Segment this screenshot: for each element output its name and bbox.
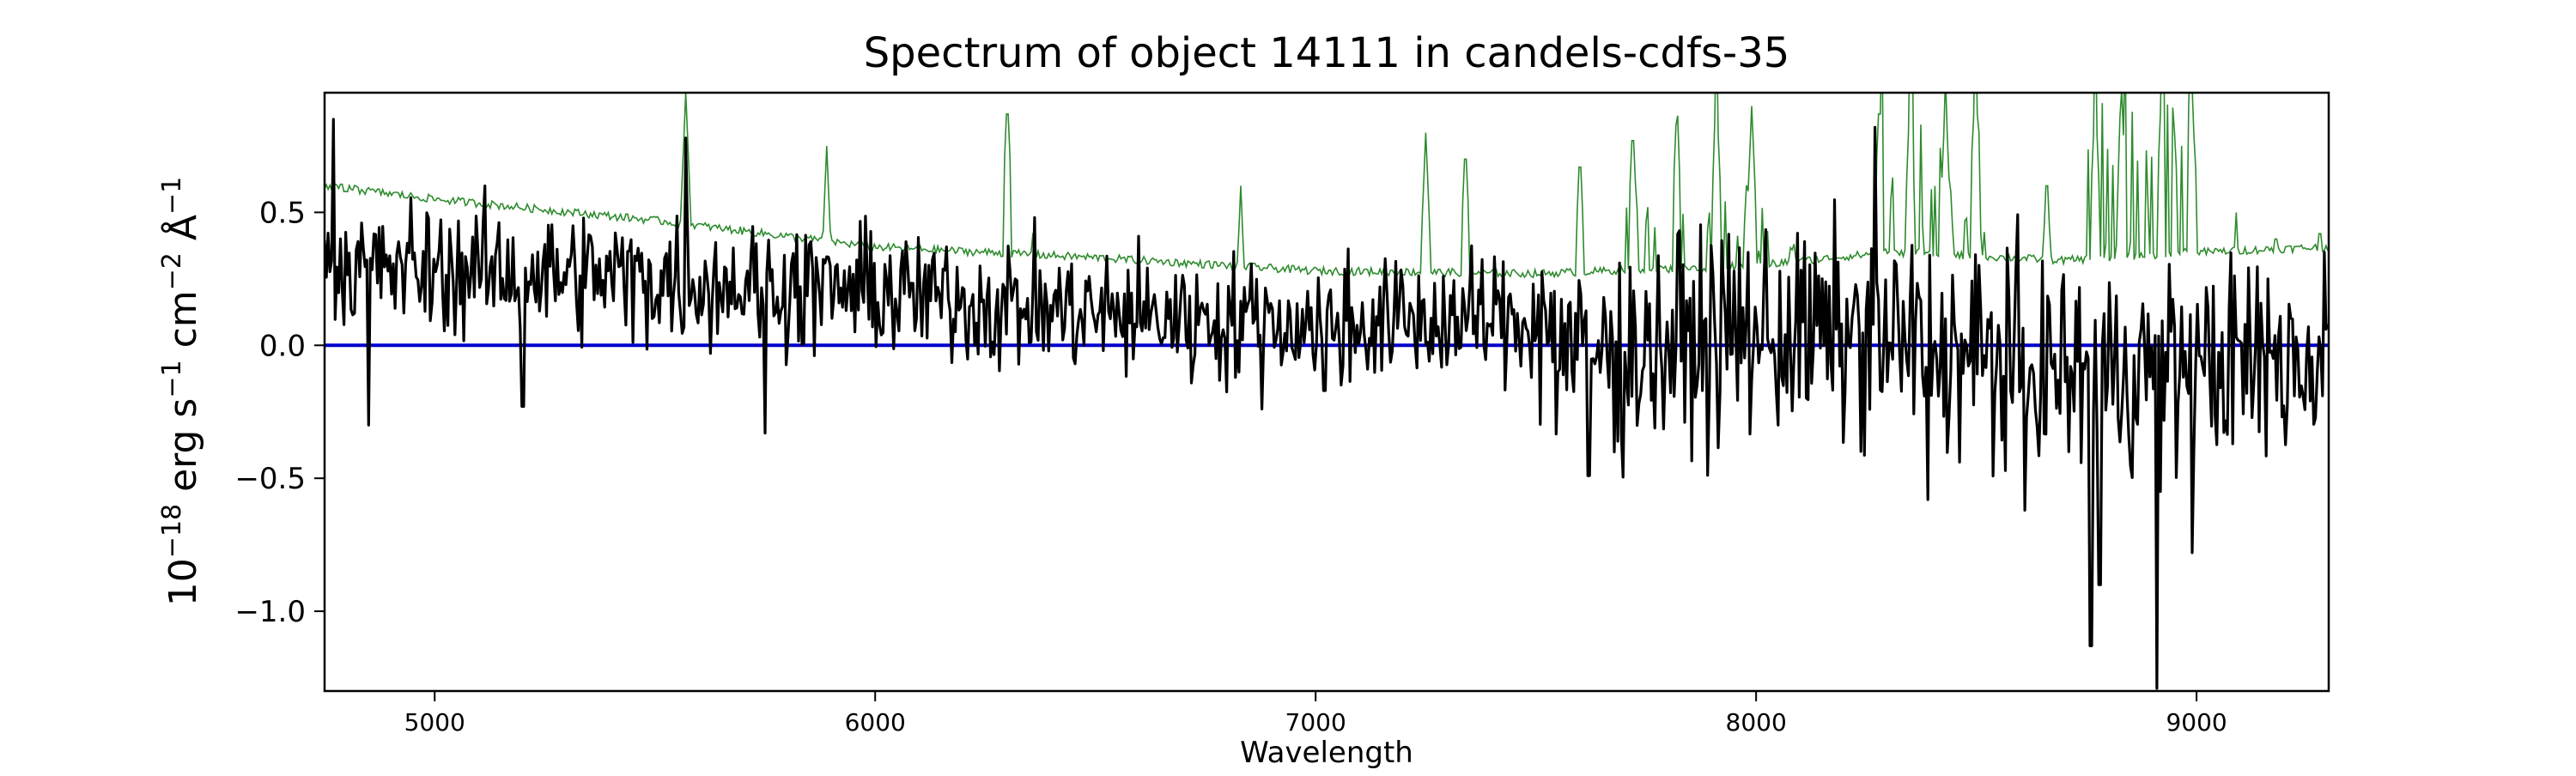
y-label-base: 10 xyxy=(161,558,205,606)
chart-title: Spectrum of object 14111 in candels-cdfs… xyxy=(864,29,1790,77)
y-label-unit-b: cm xyxy=(161,290,205,360)
y-label-exp4: −1 xyxy=(157,177,187,215)
y-tick-label: 0.0 xyxy=(259,329,306,363)
error-spectrum-line xyxy=(325,93,2329,279)
x-axis-label: Wavelength xyxy=(1240,736,1413,770)
y-label-exp1: −18 xyxy=(157,504,187,558)
x-tick-label: 6000 xyxy=(845,708,906,737)
plot-area-frame xyxy=(323,91,2330,693)
y-label-exp3: −2 xyxy=(157,252,187,290)
y-tick-label: −1.0 xyxy=(234,595,306,629)
x-tick-label: 7000 xyxy=(1285,708,1346,737)
x-axis: 5000 6000 7000 8000 9000 xyxy=(404,691,2227,737)
y-tick-label: −0.5 xyxy=(234,462,306,496)
x-tick-label: 8000 xyxy=(1726,708,1787,737)
y-label-exp2: −1 xyxy=(157,360,187,397)
y-tick-label: 0.5 xyxy=(259,196,306,230)
flux-spectrum-line xyxy=(325,118,2329,690)
x-tick-label: 5000 xyxy=(404,708,465,737)
y-axis: −1.0 −0.5 0.0 0.5 xyxy=(234,196,325,629)
y-axis-label: 10−18 erg s−1 cm−2 Å−1 xyxy=(157,177,205,606)
y-label-unit-a: erg s xyxy=(161,398,205,504)
y-label-unit-c: Å xyxy=(160,215,205,252)
x-tick-label: 9000 xyxy=(2166,708,2227,737)
